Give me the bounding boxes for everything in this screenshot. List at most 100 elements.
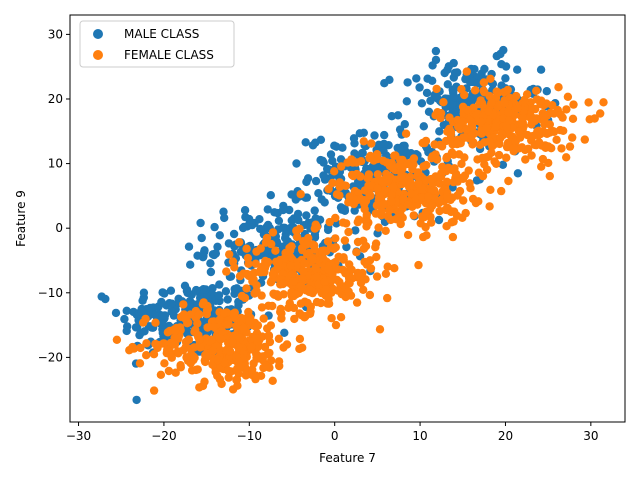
data-point bbox=[557, 144, 566, 153]
y-tick-label: −20 bbox=[38, 350, 63, 364]
data-point bbox=[479, 86, 488, 95]
data-point bbox=[371, 209, 381, 218]
data-point bbox=[145, 303, 155, 313]
data-point bbox=[274, 257, 283, 266]
data-point bbox=[416, 219, 425, 228]
data-point bbox=[167, 307, 176, 316]
data-point bbox=[443, 192, 452, 202]
data-point bbox=[364, 181, 373, 190]
data-point bbox=[332, 142, 341, 151]
data-point bbox=[319, 247, 328, 256]
data-point bbox=[186, 344, 195, 354]
data-point bbox=[311, 263, 320, 272]
data-point bbox=[224, 239, 234, 248]
data-point bbox=[419, 122, 428, 131]
data-point bbox=[487, 98, 496, 107]
data-point bbox=[285, 205, 294, 215]
data-point bbox=[181, 314, 190, 324]
data-point bbox=[171, 368, 180, 377]
data-point bbox=[302, 177, 311, 187]
data-point bbox=[366, 152, 375, 162]
data-point bbox=[439, 98, 448, 107]
data-point bbox=[122, 326, 131, 336]
data-point bbox=[447, 218, 456, 227]
data-point bbox=[427, 154, 436, 163]
data-point bbox=[271, 246, 280, 255]
data-point bbox=[319, 158, 328, 167]
data-point bbox=[142, 339, 151, 348]
data-point bbox=[448, 232, 458, 242]
data-point bbox=[340, 236, 350, 245]
data-point bbox=[267, 356, 276, 365]
data-point bbox=[347, 155, 356, 164]
data-point bbox=[286, 261, 295, 271]
data-point bbox=[247, 342, 256, 352]
legend-marker-male bbox=[93, 29, 103, 39]
data-point bbox=[485, 137, 494, 146]
data-point bbox=[170, 340, 180, 349]
data-point bbox=[196, 218, 205, 228]
data-point bbox=[210, 222, 219, 232]
data-point bbox=[513, 65, 522, 74]
data-point bbox=[351, 226, 360, 235]
data-point bbox=[360, 196, 369, 205]
data-point bbox=[263, 220, 273, 230]
data-point bbox=[403, 230, 413, 240]
data-point bbox=[365, 256, 375, 265]
data-point bbox=[529, 114, 538, 123]
data-point bbox=[268, 376, 277, 385]
data-point bbox=[336, 313, 346, 322]
data-point bbox=[247, 218, 256, 228]
data-point bbox=[222, 267, 231, 276]
data-point bbox=[179, 300, 188, 309]
data-point bbox=[497, 59, 506, 69]
x-tick-label: −30 bbox=[66, 429, 91, 443]
data-point bbox=[521, 155, 530, 164]
data-point bbox=[552, 135, 561, 144]
data-point bbox=[240, 206, 250, 215]
data-point bbox=[524, 144, 533, 153]
data-point bbox=[228, 337, 237, 347]
data-point bbox=[430, 140, 439, 149]
data-point bbox=[206, 267, 216, 277]
data-point bbox=[546, 108, 555, 118]
data-point bbox=[450, 68, 460, 78]
data-point bbox=[460, 90, 469, 100]
data-point bbox=[562, 153, 571, 162]
data-point bbox=[357, 149, 367, 158]
data-point bbox=[422, 88, 432, 98]
data-point bbox=[190, 327, 199, 337]
data-point bbox=[142, 351, 151, 360]
data-point bbox=[482, 123, 491, 132]
data-point bbox=[278, 269, 287, 279]
data-point bbox=[220, 358, 229, 368]
data-point bbox=[234, 238, 244, 247]
data-point bbox=[350, 206, 359, 215]
data-point bbox=[448, 85, 457, 94]
data-point bbox=[235, 272, 245, 281]
data-point bbox=[453, 177, 462, 186]
data-point bbox=[544, 142, 553, 151]
data-point bbox=[463, 105, 472, 115]
data-point bbox=[340, 204, 349, 213]
data-point bbox=[395, 125, 405, 134]
data-point bbox=[428, 201, 437, 210]
data-point bbox=[270, 208, 279, 217]
data-point bbox=[328, 178, 337, 188]
data-point bbox=[356, 157, 366, 166]
data-point bbox=[501, 74, 510, 83]
data-point bbox=[354, 215, 363, 224]
data-point bbox=[292, 232, 302, 241]
data-point bbox=[385, 206, 394, 215]
data-points bbox=[97, 45, 608, 405]
data-point bbox=[274, 216, 284, 225]
data-point bbox=[445, 113, 454, 122]
data-point bbox=[213, 355, 223, 365]
data-point bbox=[320, 198, 329, 207]
data-point bbox=[323, 225, 333, 235]
data-point bbox=[136, 343, 145, 353]
data-point bbox=[324, 184, 333, 194]
data-point bbox=[355, 129, 364, 138]
data-point bbox=[200, 247, 209, 257]
data-point bbox=[414, 168, 423, 177]
